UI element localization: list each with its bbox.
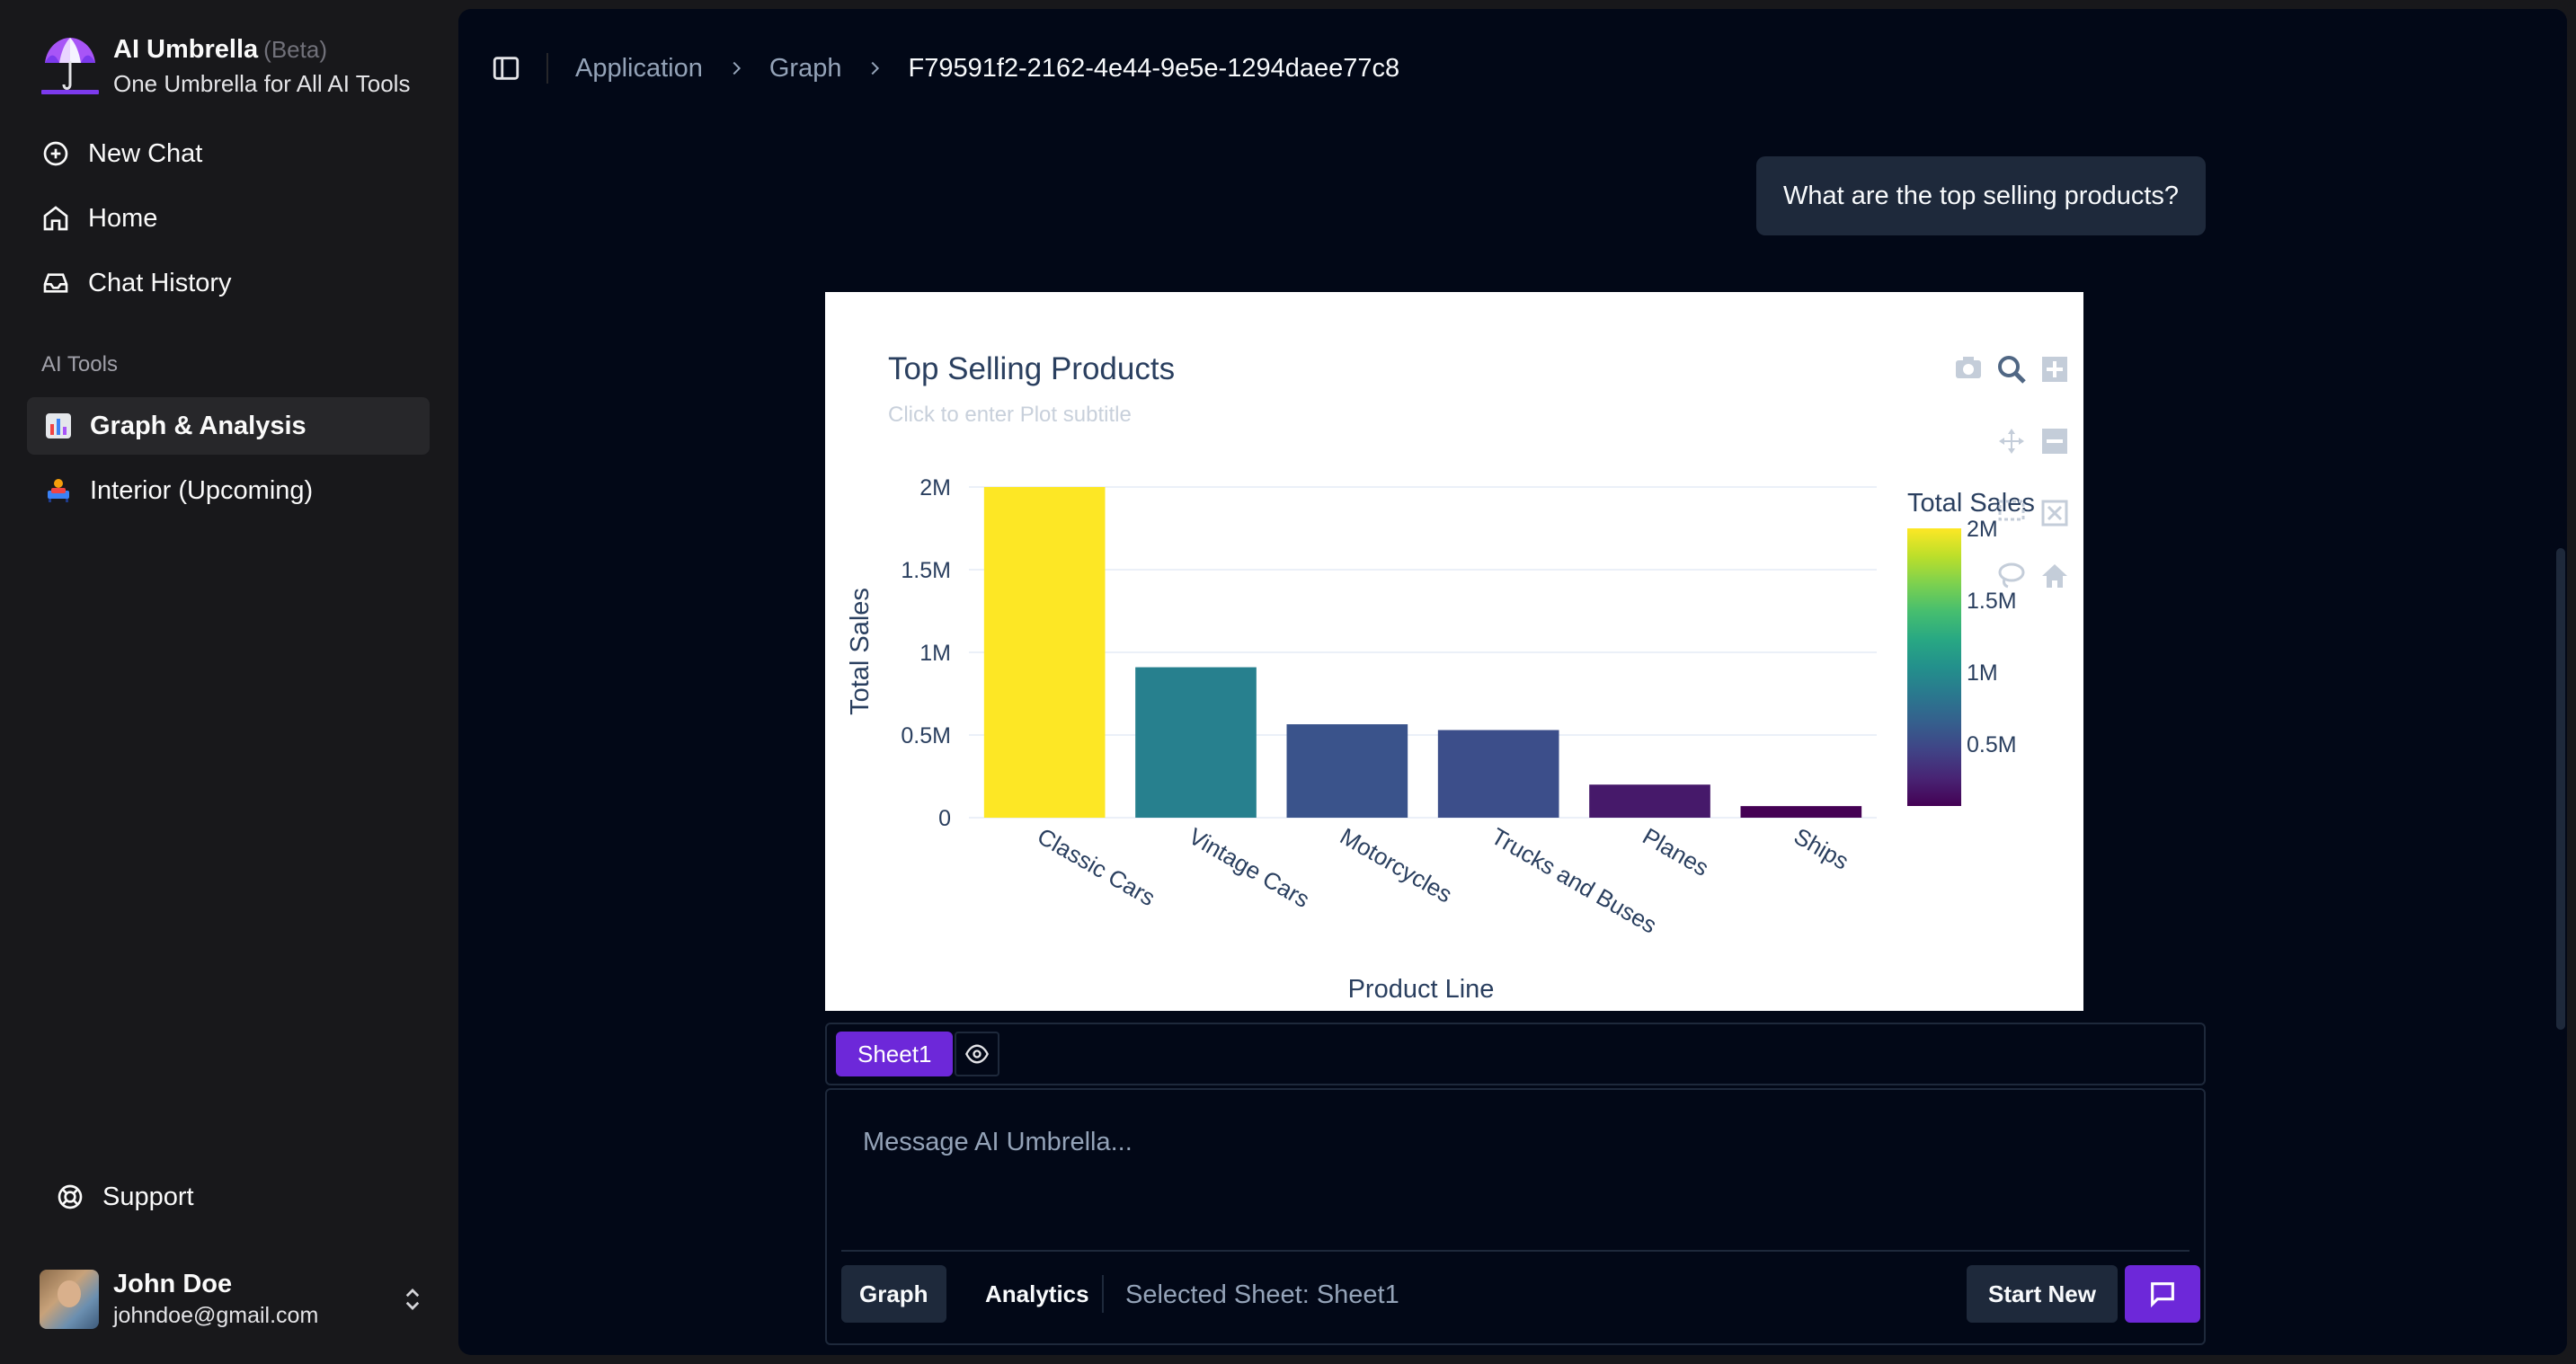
eye-icon bbox=[965, 1044, 990, 1064]
chart-card: Top Selling Products Click to enter Plot … bbox=[825, 292, 2083, 1011]
app-tagline: One Umbrella for All AI Tools bbox=[113, 70, 411, 97]
user-name: John Doe bbox=[113, 1270, 233, 1298]
nav-item-label: Home bbox=[88, 203, 158, 233]
beta-badge: (Beta) bbox=[263, 36, 327, 63]
bar-4 bbox=[1589, 784, 1710, 818]
ai-tools-heading: AI Tools bbox=[41, 352, 118, 376]
nav-item-label: New Chat bbox=[88, 138, 203, 168]
plus-circle-icon bbox=[43, 141, 68, 166]
chat-history-link[interactable]: Chat History bbox=[27, 255, 430, 311]
chevron-right-icon bbox=[733, 61, 741, 75]
zoom-out-icon[interactable] bbox=[2042, 429, 2067, 454]
tool-label: Interior (Upcoming) bbox=[90, 475, 314, 505]
new-chat-button[interactable]: New Chat bbox=[27, 126, 430, 182]
lifebuoy-icon bbox=[58, 1184, 83, 1209]
sheet-bar: Sheet1 bbox=[825, 1023, 2206, 1085]
home-icon bbox=[43, 206, 68, 231]
y-tick-label: 0.5M bbox=[901, 723, 951, 748]
camera-icon[interactable] bbox=[1956, 357, 1981, 378]
box-select-icon[interactable] bbox=[1998, 500, 2025, 521]
y-axis-title: Total Sales bbox=[846, 588, 875, 715]
main-panel: Application Graph F79591f2-2162-4e44-9e5… bbox=[458, 9, 2567, 1355]
mode-tab-graph[interactable]: Graph bbox=[841, 1265, 946, 1323]
user-menu[interactable]: John Doe johndoe@gmail.com bbox=[40, 1267, 426, 1332]
bar-2 bbox=[1286, 724, 1408, 818]
support-label: Support bbox=[102, 1182, 194, 1211]
message-input[interactable]: Message AI Umbrella... bbox=[863, 1128, 1133, 1156]
x-tick-label: Trucks and Buses bbox=[1487, 822, 1661, 939]
x-tick-label: Motorcycles bbox=[1336, 822, 1457, 908]
chart-title: Top Selling Products bbox=[888, 351, 1175, 386]
breadcrumb: Application Graph F79591f2-2162-4e44-9e5… bbox=[491, 50, 1399, 86]
x-tick-label: Classic Cars bbox=[1033, 822, 1159, 911]
zoom-in-icon[interactable] bbox=[2042, 357, 2067, 382]
x-tick-label: Vintage Cars bbox=[1185, 822, 1315, 913]
y-tick-label: 0 bbox=[938, 806, 951, 831]
y-tick-label: 1.5M bbox=[901, 558, 951, 583]
divider bbox=[841, 1250, 2190, 1252]
colorbar-tick-label: 0.5M bbox=[1967, 732, 2017, 757]
message-square-icon bbox=[2151, 1282, 2174, 1308]
support-link[interactable]: Support bbox=[41, 1170, 194, 1224]
y-tick-label: 2M bbox=[919, 475, 951, 500]
bar-chart[interactable]: Top Selling Products Click to enter Plot … bbox=[825, 292, 2083, 1011]
bar-3 bbox=[1437, 730, 1559, 818]
breadcrumb-application[interactable]: Application bbox=[575, 53, 703, 83]
x-tick-label: Planes bbox=[1639, 822, 1714, 881]
y-tick-label: 1M bbox=[919, 641, 951, 666]
tool-graph-analysis[interactable]: Graph & Analysis bbox=[27, 397, 430, 455]
breadcrumb-graph[interactable]: Graph bbox=[768, 53, 842, 83]
colorbar-title: Total Sales bbox=[1907, 489, 2035, 518]
home-link[interactable]: Home bbox=[27, 190, 430, 246]
inbox-icon bbox=[43, 273, 68, 293]
bar-1 bbox=[1135, 667, 1257, 818]
nav-item-label: Chat History bbox=[88, 268, 232, 297]
user-message-bubble: What are the top selling products? bbox=[1756, 156, 2206, 235]
preview-sheet-button[interactable] bbox=[955, 1032, 1000, 1076]
pan-icon[interactable] bbox=[1999, 429, 2024, 454]
autoscale-icon[interactable] bbox=[2041, 500, 2068, 527]
chevrons-up-down-icon bbox=[405, 1289, 420, 1310]
x-axis-title: Product Line bbox=[1348, 975, 1495, 1004]
ai-tools-list: Graph & Analysis Interior (Upcoming) bbox=[27, 397, 430, 527]
app-name: AI Umbrella (Beta) bbox=[113, 35, 327, 64]
main-nav: New Chat Home Chat History bbox=[27, 126, 430, 320]
zoom-icon[interactable] bbox=[1998, 356, 2026, 384]
couch-emoji-icon bbox=[43, 475, 74, 506]
divider bbox=[546, 53, 548, 84]
selected-sheet-label: Selected Sheet: Sheet1 bbox=[1125, 1280, 1399, 1309]
tool-label: Graph & Analysis bbox=[90, 411, 306, 440]
sidebar: AI Umbrella (Beta) One Umbrella for All A… bbox=[0, 0, 458, 1364]
breadcrumb-current: F79591f2-2162-4e44-9e5e-1294daee77c8 bbox=[908, 53, 1400, 83]
user-email: johndoe@gmail.com bbox=[113, 1303, 319, 1328]
lasso-icon[interactable] bbox=[1998, 562, 2025, 589]
umbrella-logo-icon bbox=[41, 38, 99, 94]
divider bbox=[1102, 1275, 1104, 1313]
chevron-right-icon bbox=[872, 61, 880, 75]
colorbar-tick-label: 1.5M bbox=[1967, 589, 2017, 614]
brand[interactable]: AI Umbrella (Beta) One Umbrella for All A… bbox=[40, 34, 410, 97]
chart-subtitle: Click to enter Plot subtitle bbox=[888, 403, 1132, 427]
avatar bbox=[40, 1270, 99, 1329]
bar-0 bbox=[983, 487, 1106, 818]
tool-interior[interactable]: Interior (Upcoming) bbox=[27, 462, 430, 519]
reset-home-icon[interactable] bbox=[2042, 564, 2067, 588]
start-new-button[interactable]: Start New bbox=[1967, 1265, 2118, 1323]
send-button[interactable] bbox=[2125, 1265, 2200, 1323]
colorbar-tick-label: 1M bbox=[1967, 660, 1998, 686]
composer: Message AI Umbrella... Graph Analytics S… bbox=[825, 1088, 2206, 1345]
colorbar bbox=[1907, 528, 1961, 806]
sheet-tab[interactable]: Sheet1 bbox=[836, 1032, 954, 1076]
x-tick-label: Ships bbox=[1790, 822, 1853, 875]
mode-tab-analytics[interactable]: Analytics bbox=[985, 1280, 1089, 1307]
bar-chart-emoji-icon bbox=[43, 411, 74, 441]
bar-5 bbox=[1740, 806, 1862, 818]
scrollbar[interactable] bbox=[2556, 548, 2565, 1030]
sidebar-toggle-icon[interactable] bbox=[491, 53, 521, 84]
colorbar-tick-label: 2M bbox=[1967, 517, 1998, 542]
